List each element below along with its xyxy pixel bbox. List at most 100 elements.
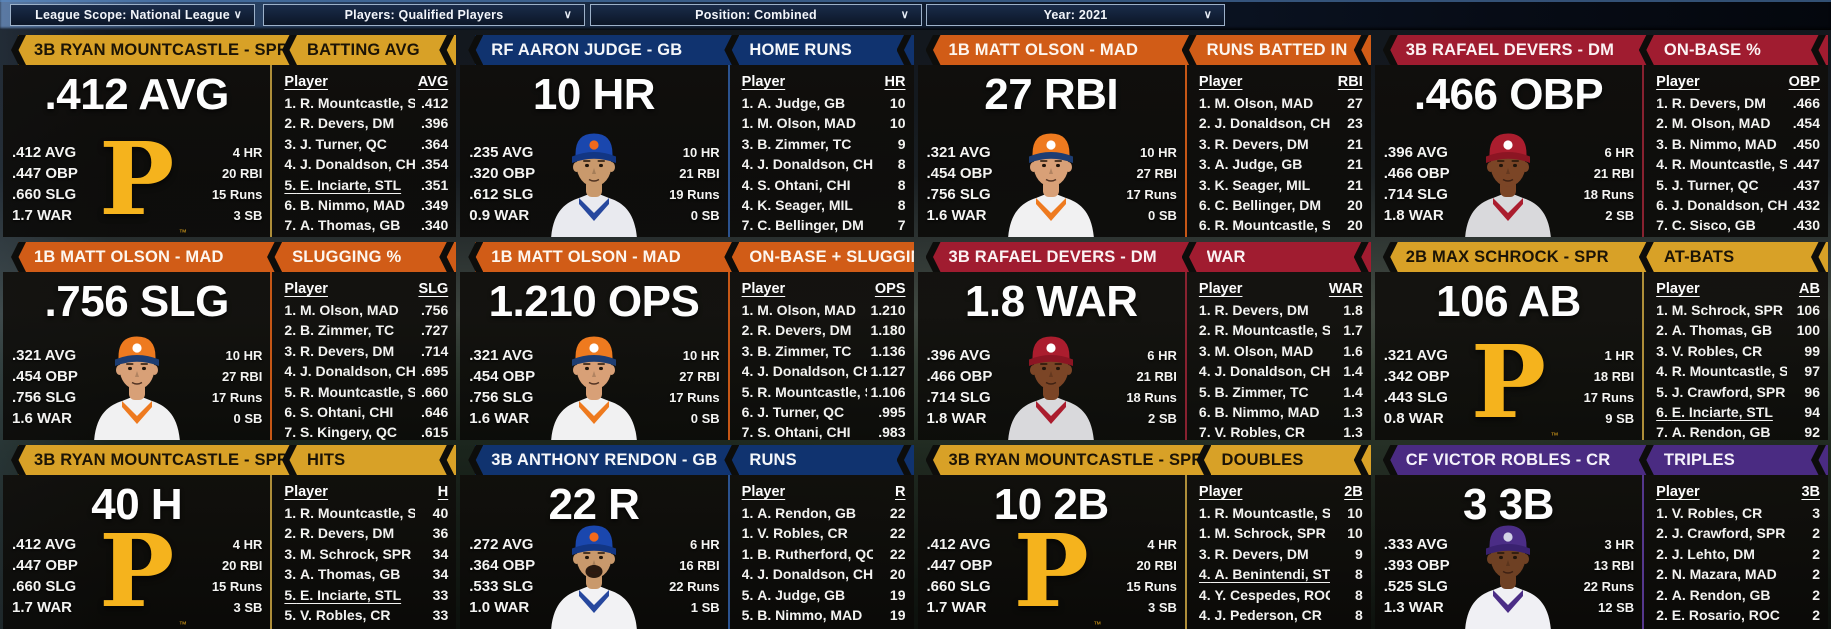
leaderboard-row[interactable]: 5. E. Inciarte, STL .351: [284, 175, 448, 195]
leaderboard-row[interactable]: 4. K. Seager, MIL 8: [742, 195, 906, 215]
player-link[interactable]: 1. M. Schrock, SPR: [1656, 300, 1787, 320]
player-link[interactable]: 2. J. Donaldson, CHI: [1199, 113, 1330, 133]
leaderboard-row[interactable]: 1. V. Robles, CR 22: [742, 523, 906, 543]
leaderboard-row[interactable]: 2. J. Lehto, DM 2: [1656, 544, 1820, 564]
player-link[interactable]: 1. M. Olson, MAD: [284, 300, 415, 320]
panel-stat-banner[interactable]: HITS: [281, 445, 457, 475]
player-link[interactable]: 4. J. Donaldson, CHI: [742, 154, 873, 174]
leaderboard-row[interactable]: 1. M. Schrock, SPR 106: [1656, 300, 1820, 320]
leaderboard-row[interactable]: 3. M. Olson, MAD 1.6: [1199, 341, 1363, 361]
leaderboard-row[interactable]: 5. E. Inciarte, STL 33: [284, 585, 448, 605]
player-link[interactable]: 1. V. Robles, CR: [742, 523, 873, 543]
player-link[interactable]: 6. J. Turner, QC: [742, 402, 873, 422]
player-link[interactable]: 3. V. Robles, CR: [1656, 341, 1787, 361]
leaderboard-row[interactable]: 1. M. Olson, MAD .756: [284, 300, 448, 320]
leaderboard-row[interactable]: 3. A. Judge, GB 21: [1199, 154, 1363, 174]
leaderboard-row[interactable]: 2. E. Rosario, ROC 2: [1656, 605, 1820, 625]
player-link[interactable]: 1. V. Robles, CR: [1656, 503, 1787, 523]
leaderboard-row[interactable]: 2. R. Devers, DM 36: [284, 523, 448, 543]
column-header-player[interactable]: Player: [284, 484, 328, 500]
leaderboard-row[interactable]: 7. V. Robles, CR 1.3: [1199, 422, 1363, 440]
player-link[interactable]: 2. N. Mazara, MAD: [1656, 564, 1787, 584]
panel-stat-banner[interactable]: WAR: [1181, 242, 1371, 272]
player-link[interactable]: 1. R. Devers, DM: [1656, 93, 1787, 113]
year-dropdown[interactable]: Year: 2021 ∨: [926, 4, 1225, 26]
player-link[interactable]: 5. B. Nimmo, MAD: [742, 605, 873, 625]
player-link[interactable]: 4. J. Donaldson, CHI: [742, 361, 868, 381]
leaderboard-row[interactable]: 1. M. Olson, MAD 27: [1199, 93, 1363, 113]
leaderboard-row[interactable]: 3. J. Turner, QC .364: [284, 134, 448, 154]
player-link[interactable]: 7. C. Sisco, GB: [1656, 215, 1787, 235]
leaderboard-row[interactable]: 2. R. Mountcastle, SPR 1.7: [1199, 320, 1363, 340]
leaderboard-row[interactable]: 3. R. Devers, DM 9: [1199, 544, 1363, 564]
leaderboard-row[interactable]: 2. A. Rendon, GB 2: [1656, 585, 1820, 605]
player-link[interactable]: 2. M. Olson, MAD: [1656, 113, 1787, 133]
player-link[interactable]: 7. S. Kingery, QC: [284, 422, 415, 440]
column-header-player[interactable]: Player: [1656, 484, 1700, 500]
leaderboard-row[interactable]: 3. M. Schrock, SPR 34: [284, 544, 448, 564]
player-link[interactable]: 5. A. Judge, GB: [742, 585, 873, 605]
column-header-player[interactable]: Player: [1198, 74, 1243, 90]
leaderboard-row[interactable]: 3. V. Robles, CR 99: [1656, 341, 1820, 361]
player-link[interactable]: 1. M. Olson, MAD: [742, 113, 873, 133]
leaderboard-row[interactable]: 5. R. Mountcastle, SPR 1.106: [742, 382, 906, 402]
player-link[interactable]: 5. K. Seager, MIL: [742, 625, 873, 629]
leaderboard-row[interactable]: 7. C. Bellinger, DM 7: [742, 215, 906, 235]
player-link[interactable]: 1. M. Olson, MAD: [742, 300, 868, 320]
column-header-stat[interactable]: RBI: [1337, 74, 1363, 90]
column-header-stat[interactable]: R: [895, 484, 906, 500]
leaderboard-row[interactable]: 5. R. Mountcastle, SPR .660: [284, 382, 448, 402]
panel-player-banner[interactable]: 3B RAFAEL DEVERS - DM: [1382, 35, 1646, 65]
column-header-stat[interactable]: WAR: [1328, 281, 1363, 297]
leaderboard-row[interactable]: 1. A. Rendon, GB 22: [742, 503, 906, 523]
player-link[interactable]: 7. S. Ohtani, CHI: [742, 422, 873, 440]
player-link[interactable]: 1. M. Olson, MAD: [1199, 93, 1330, 113]
panel-player-banner[interactable]: RF AARON JUDGE - GB: [468, 35, 732, 65]
player-link[interactable]: 2. J. Lehto, DM: [1656, 544, 1787, 564]
column-header-player[interactable]: Player: [741, 74, 786, 90]
panel-player-banner[interactable]: 3B RYAN MOUNTCASTLE - SPR: [11, 35, 289, 65]
panel-stat-banner[interactable]: HOME RUNS: [724, 35, 914, 65]
leaderboard-row[interactable]: 4. J. Donaldson, CHI 8: [742, 154, 906, 174]
leaderboard-row[interactable]: 3. B. Zimmer, TC 1.136: [742, 341, 906, 361]
panel-player-banner[interactable]: 3B RYAN MOUNTCASTLE - SPR: [925, 445, 1204, 475]
player-link[interactable]: 3. A. Thomas, GB: [284, 564, 415, 584]
player-link[interactable]: 4. R. Mountcastle, SPR: [1656, 154, 1787, 174]
player-link[interactable]: 4. J. Donaldson, CHI: [742, 564, 873, 584]
panel-player-banner[interactable]: 1B MATT OLSON - MAD: [468, 242, 732, 272]
leaderboard-row[interactable]: 3. R. Devers, DM 21: [1199, 134, 1363, 154]
leaderboard-row[interactable]: 7. A. Rendon, GB 92: [1656, 422, 1820, 440]
player-link[interactable]: 1. R. Devers, DM: [1199, 300, 1330, 320]
player-link[interactable]: 5. R. Mountcastle, SPR: [742, 382, 868, 402]
leaderboard-row[interactable]: 1. M. Schrock, SPR 10: [1199, 523, 1363, 543]
player-link[interactable]: 7. C. Bellinger, DM: [742, 215, 873, 235]
player-link[interactable]: 5. J. Turner, QC: [1656, 175, 1787, 195]
leaderboard-row[interactable]: 7. C. Sisco, GB .430: [1656, 215, 1820, 235]
player-link[interactable]: 3. R. Devers, DM: [284, 341, 415, 361]
panel-player-banner[interactable]: 3B ANTHONY RENDON - GB: [468, 445, 732, 475]
panel-player-banner[interactable]: 3B RAFAEL DEVERS - DM: [925, 242, 1189, 272]
panel-stat-banner[interactable]: RUNS: [724, 445, 914, 475]
panel-player-banner[interactable]: 1B MATT OLSON - MAD: [925, 35, 1189, 65]
player-link[interactable]: 5. J. Crawford, SPR: [1656, 382, 1787, 402]
panel-player-banner[interactable]: CF VICTOR ROBLES - CR: [1382, 445, 1646, 475]
leaderboard-row[interactable]: 5. B. Nimmo, MAD 19: [742, 605, 906, 625]
column-header-stat[interactable]: AVG: [417, 74, 449, 90]
leaderboard-row[interactable]: 4. J. Donaldson, CHI .354: [284, 154, 448, 174]
player-link[interactable]: 5. E. Inciarte, STL: [284, 175, 415, 195]
player-link[interactable]: 7. A. Thomas, GB: [284, 215, 415, 235]
leaderboard-row[interactable]: 1. M. Olson, MAD 10: [742, 113, 906, 133]
column-header-player[interactable]: Player: [1656, 281, 1700, 297]
player-link[interactable]: 4. J. Pederson, CR: [1199, 605, 1330, 625]
player-link[interactable]: 2. J. Crawford, SPR: [1656, 523, 1787, 543]
leaderboard-row[interactable]: 6. E. Inciarte, STL 94: [1656, 402, 1820, 422]
leaderboard-row[interactable]: 7. S. Ohtani, CHI .983: [742, 422, 906, 440]
player-link[interactable]: 6. J. Donaldson, CHI: [1656, 195, 1787, 215]
player-link[interactable]: 4. T. Story, CR: [1199, 625, 1330, 629]
player-link[interactable]: 3. B. Zimmer, TC: [742, 134, 873, 154]
panel-stat-banner[interactable]: ON-BASE + SLUGGING: [724, 242, 914, 272]
column-header-player[interactable]: Player: [1656, 74, 1700, 90]
leaderboard-row[interactable]: 2. R. Devers, DM .396: [284, 113, 448, 133]
leaderboard-row[interactable]: 7. J. Alfaro, ROC 1: [1656, 625, 1820, 629]
leaderboard-row[interactable]: 2. N. Mazara, MAD 2: [1656, 564, 1820, 584]
